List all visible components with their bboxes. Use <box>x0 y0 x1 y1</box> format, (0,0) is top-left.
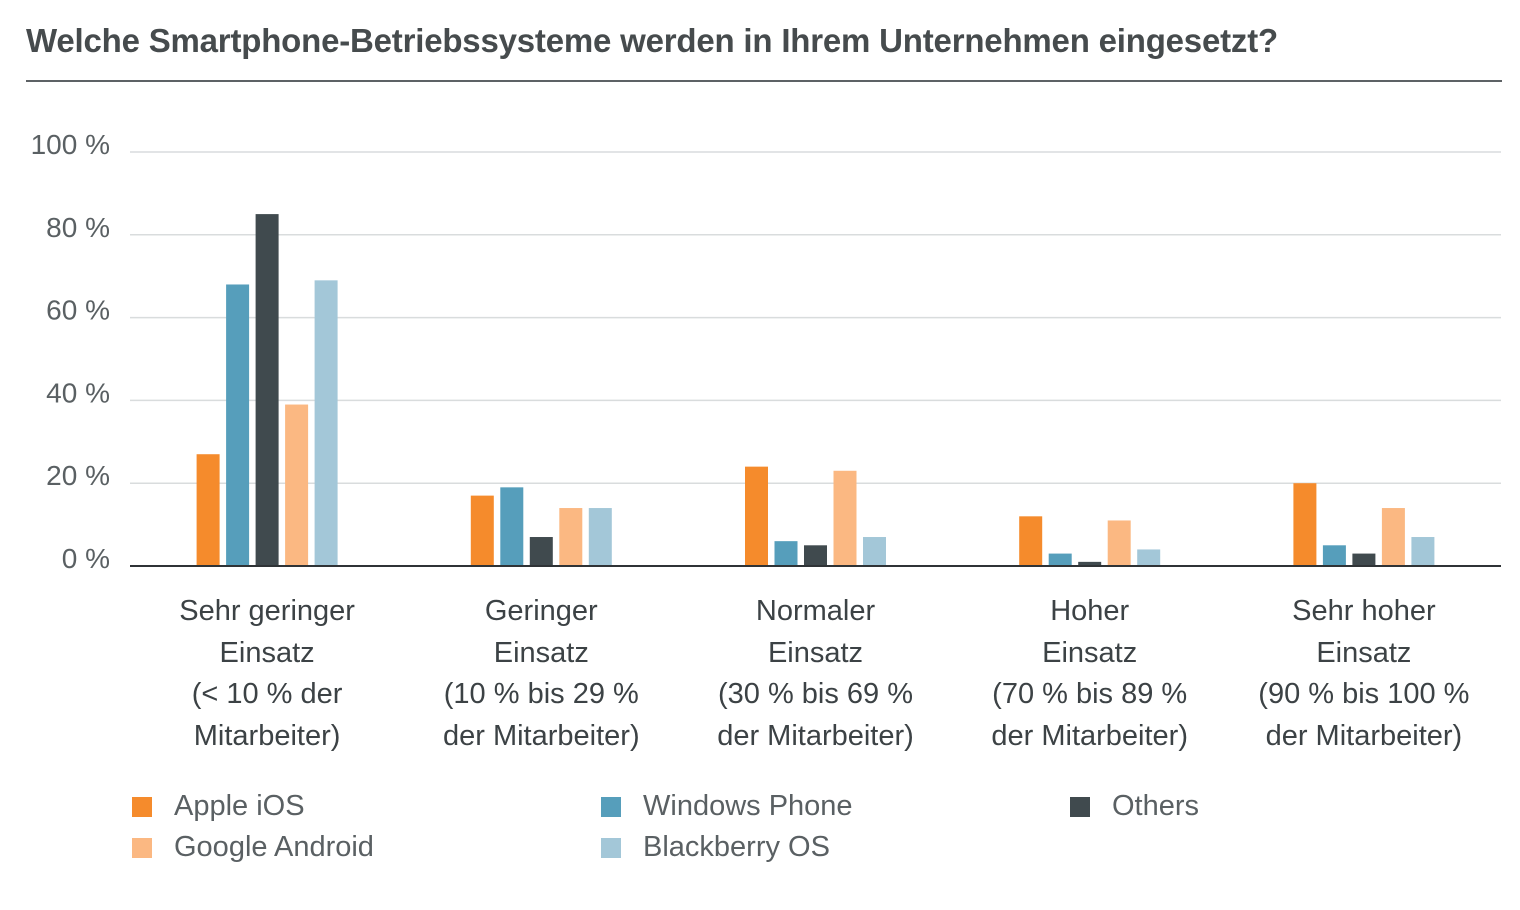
bar-google-android <box>1381 508 1405 566</box>
category-label: Normaler Einsatz (30 % bis 69 % der Mita… <box>717 595 914 752</box>
bar-google-android <box>1107 520 1131 566</box>
legend: Apple iOS Windows Phone Others Google An… <box>132 790 1432 880</box>
legend-item-others: Others <box>1070 790 1199 823</box>
y-tick-label: 60 % <box>46 295 110 326</box>
legend-label-others: Others <box>1112 790 1200 822</box>
legend-item-google-android: Google Android <box>132 831 374 864</box>
legend-item-apple-ios: Apple iOS <box>132 790 305 823</box>
bar-blackberry-os <box>1137 549 1161 566</box>
legend-item-windows-phone: Windows Phone <box>601 790 853 823</box>
legend-label-blackberry-os: Blackberry OS <box>643 831 830 863</box>
bars <box>196 214 1435 566</box>
bar-windows-phone <box>226 284 250 566</box>
legend-swatch-blackberry-os <box>601 837 621 858</box>
legend-label-windows-phone: Windows Phone <box>643 790 853 822</box>
bar-blackberry-os <box>863 537 886 566</box>
legend-swatch-google-android <box>132 837 152 858</box>
y-tick-label: 80 % <box>46 212 110 243</box>
bar-others <box>255 214 279 566</box>
title-divider <box>26 80 1502 82</box>
category-label: Sehr hoher Einsatz (90 % bis 100 % der M… <box>1258 595 1470 752</box>
legend-label-apple-ios: Apple iOS <box>174 790 305 822</box>
bar-google-android <box>559 508 583 566</box>
category-label: Geringer Einsatz (10 % bis 29 % der Mita… <box>442 595 640 752</box>
bar-windows-phone <box>774 541 798 566</box>
bar-windows-phone <box>500 487 524 566</box>
legend-swatch-windows-phone <box>601 796 621 817</box>
bar-blackberry-os <box>1411 537 1435 566</box>
y-tick-label: 20 % <box>46 460 110 491</box>
legend-swatch-apple-ios <box>132 796 152 817</box>
y-tick-label: 100 % <box>31 129 110 160</box>
bar-others <box>529 537 553 566</box>
grid-lines <box>130 151 1501 484</box>
bar-blackberry-os <box>588 508 612 566</box>
legend-swatch-others <box>1070 796 1090 817</box>
bar-windows-phone <box>1048 553 1072 566</box>
legend-label-google-android: Google Android <box>174 831 374 863</box>
bar-blackberry-os <box>314 280 338 566</box>
bar-apple-ios <box>1019 516 1043 566</box>
y-tick-label: 40 % <box>46 377 110 408</box>
bar-google-android <box>833 470 857 566</box>
bar-apple-ios <box>745 466 768 566</box>
y-axis-ticks: 0 % 20 % 40 % 60 % 80 % 100 % <box>31 129 110 574</box>
chart-title: Welche Smartphone-Betriebssysteme werden… <box>26 22 1278 59</box>
bar-apple-ios <box>196 454 220 566</box>
bar-others <box>1352 553 1376 566</box>
bar-others <box>1078 561 1102 566</box>
bar-google-android <box>285 404 309 566</box>
category-label: Hoher Einsatz (70 % bis 89 % der Mitarbe… <box>991 595 1188 752</box>
bar-apple-ios <box>1293 483 1317 566</box>
category-label: Sehr geringer Einsatz (< 10 % der Mitarb… <box>179 595 355 752</box>
bar-apple-ios <box>470 495 494 566</box>
bar-windows-phone <box>1322 545 1346 566</box>
legend-item-blackberry-os: Blackberry OS <box>601 831 830 864</box>
bar-others <box>804 545 827 566</box>
y-tick-label: 0 % <box>62 543 110 574</box>
